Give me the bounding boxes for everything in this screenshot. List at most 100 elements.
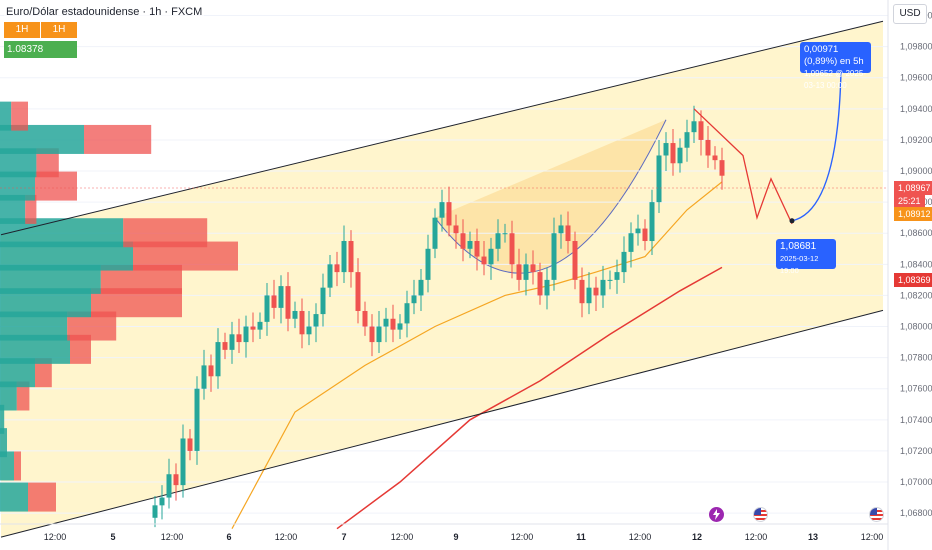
time-axis: 12:00 5 12:00 6 12:00 7 12:00 9 12:00 11 12:00 12 12… [44,532,884,542]
candle [656,139,662,214]
candle-body [236,334,242,343]
volume-profile-up [0,482,28,512]
zigzag-projection [693,108,793,225]
candle [467,231,473,259]
candle [488,237,494,280]
us-flag-icon[interactable] [869,507,884,522]
projection-start-point [789,218,795,224]
candle-body [278,286,284,308]
price-tick-label: 1,08600 [900,228,932,238]
candle [586,272,592,315]
candle-body [397,323,403,330]
countdown-label: 25:21 [894,194,925,208]
candle [453,214,459,249]
interval-badge-left[interactable]: 1H [4,22,40,38]
candle [285,272,291,332]
us-flag-icon[interactable] [753,507,768,522]
candle-body [320,287,326,315]
candle-body [355,272,361,311]
candle [607,270,613,290]
candle-body [474,241,480,257]
candle [642,219,648,251]
candle [663,132,669,172]
candle-body [173,474,179,486]
interval-badge-right[interactable]: 1H [41,22,77,38]
volume-profile-up [0,381,17,411]
candle-body [404,303,410,324]
candle [572,231,578,290]
candle [677,138,683,173]
price-tick-label: 1,07800 [900,353,932,363]
candle [236,318,242,353]
candle [341,225,347,283]
candle-body [313,314,319,327]
support-date: 2025-03-12 19:00 [780,254,819,275]
candlesticks [152,105,725,528]
currency-button[interactable]: USD [893,4,927,24]
candle [355,258,361,324]
candle [621,236,627,283]
time-tick-label: 13 [808,532,818,542]
candle-body [250,326,256,330]
price-tick-label: 1,08200 [900,290,932,300]
candle [614,259,620,294]
time-tick-label: 12:00 [275,532,298,542]
candle [446,186,452,237]
candle [530,250,536,285]
candle-body [180,438,186,486]
candle-body [159,497,165,506]
candle [194,376,200,465]
candle [173,463,179,501]
candle-body [523,264,529,280]
price-tick-label: 1,07200 [900,446,932,456]
candle-body [719,160,725,176]
volume-profile-down [16,381,30,411]
cup-area [435,119,666,274]
candle [208,354,214,392]
symbol-title[interactable]: Euro/Dólar estadounidense · 1h · FXCM [4,6,205,18]
candle-body [544,279,550,296]
current-price-label: 1,08967 [894,181,932,195]
candle [278,275,284,324]
price-tick-label: 1,09000 [900,166,932,176]
candle [481,241,487,276]
candle-body [649,202,655,242]
candle [691,105,697,144]
candle-body [495,233,501,249]
candle-body [628,233,634,252]
candle [418,268,424,311]
target-projection [791,69,842,222]
candle [593,276,599,311]
candle-body [488,248,494,265]
candle [187,429,193,461]
volume-profile-up [0,101,12,131]
ma-slow-price-label: 1,08369 [894,273,932,287]
candle-body [229,334,235,350]
target-callout[interactable]: 0,00971 (0,89%) en 5h 1,09652 @ 2025-03-… [800,42,871,90]
candle-body [600,279,606,296]
candle-body [376,326,382,343]
time-tick-label: 12:00 [629,532,652,542]
candle [404,290,410,338]
candle [334,251,340,287]
candle [432,208,438,259]
time-tick-label: 7 [341,532,346,542]
support-callout[interactable]: 1,08681 2025-03-12 19:00 [776,239,836,275]
candle [320,273,326,327]
candle [411,279,417,315]
price-tick-label: 1,09600 [900,73,932,83]
volume-profile-down [11,101,28,131]
time-tick-label: 12:00 [511,532,534,542]
candle [362,301,368,336]
chart-legend: Euro/Dólar estadounidense · 1h · FXCM 1H… [4,6,205,72]
price-channel [0,20,884,538]
candle-body [586,287,592,304]
candle [544,267,550,310]
candle [474,228,480,271]
lightning-icon[interactable] [709,507,724,522]
volume-profile-down [25,194,37,224]
candle-body [334,264,340,273]
candle-body [684,132,690,148]
status-text: Disabled [7,61,46,72]
